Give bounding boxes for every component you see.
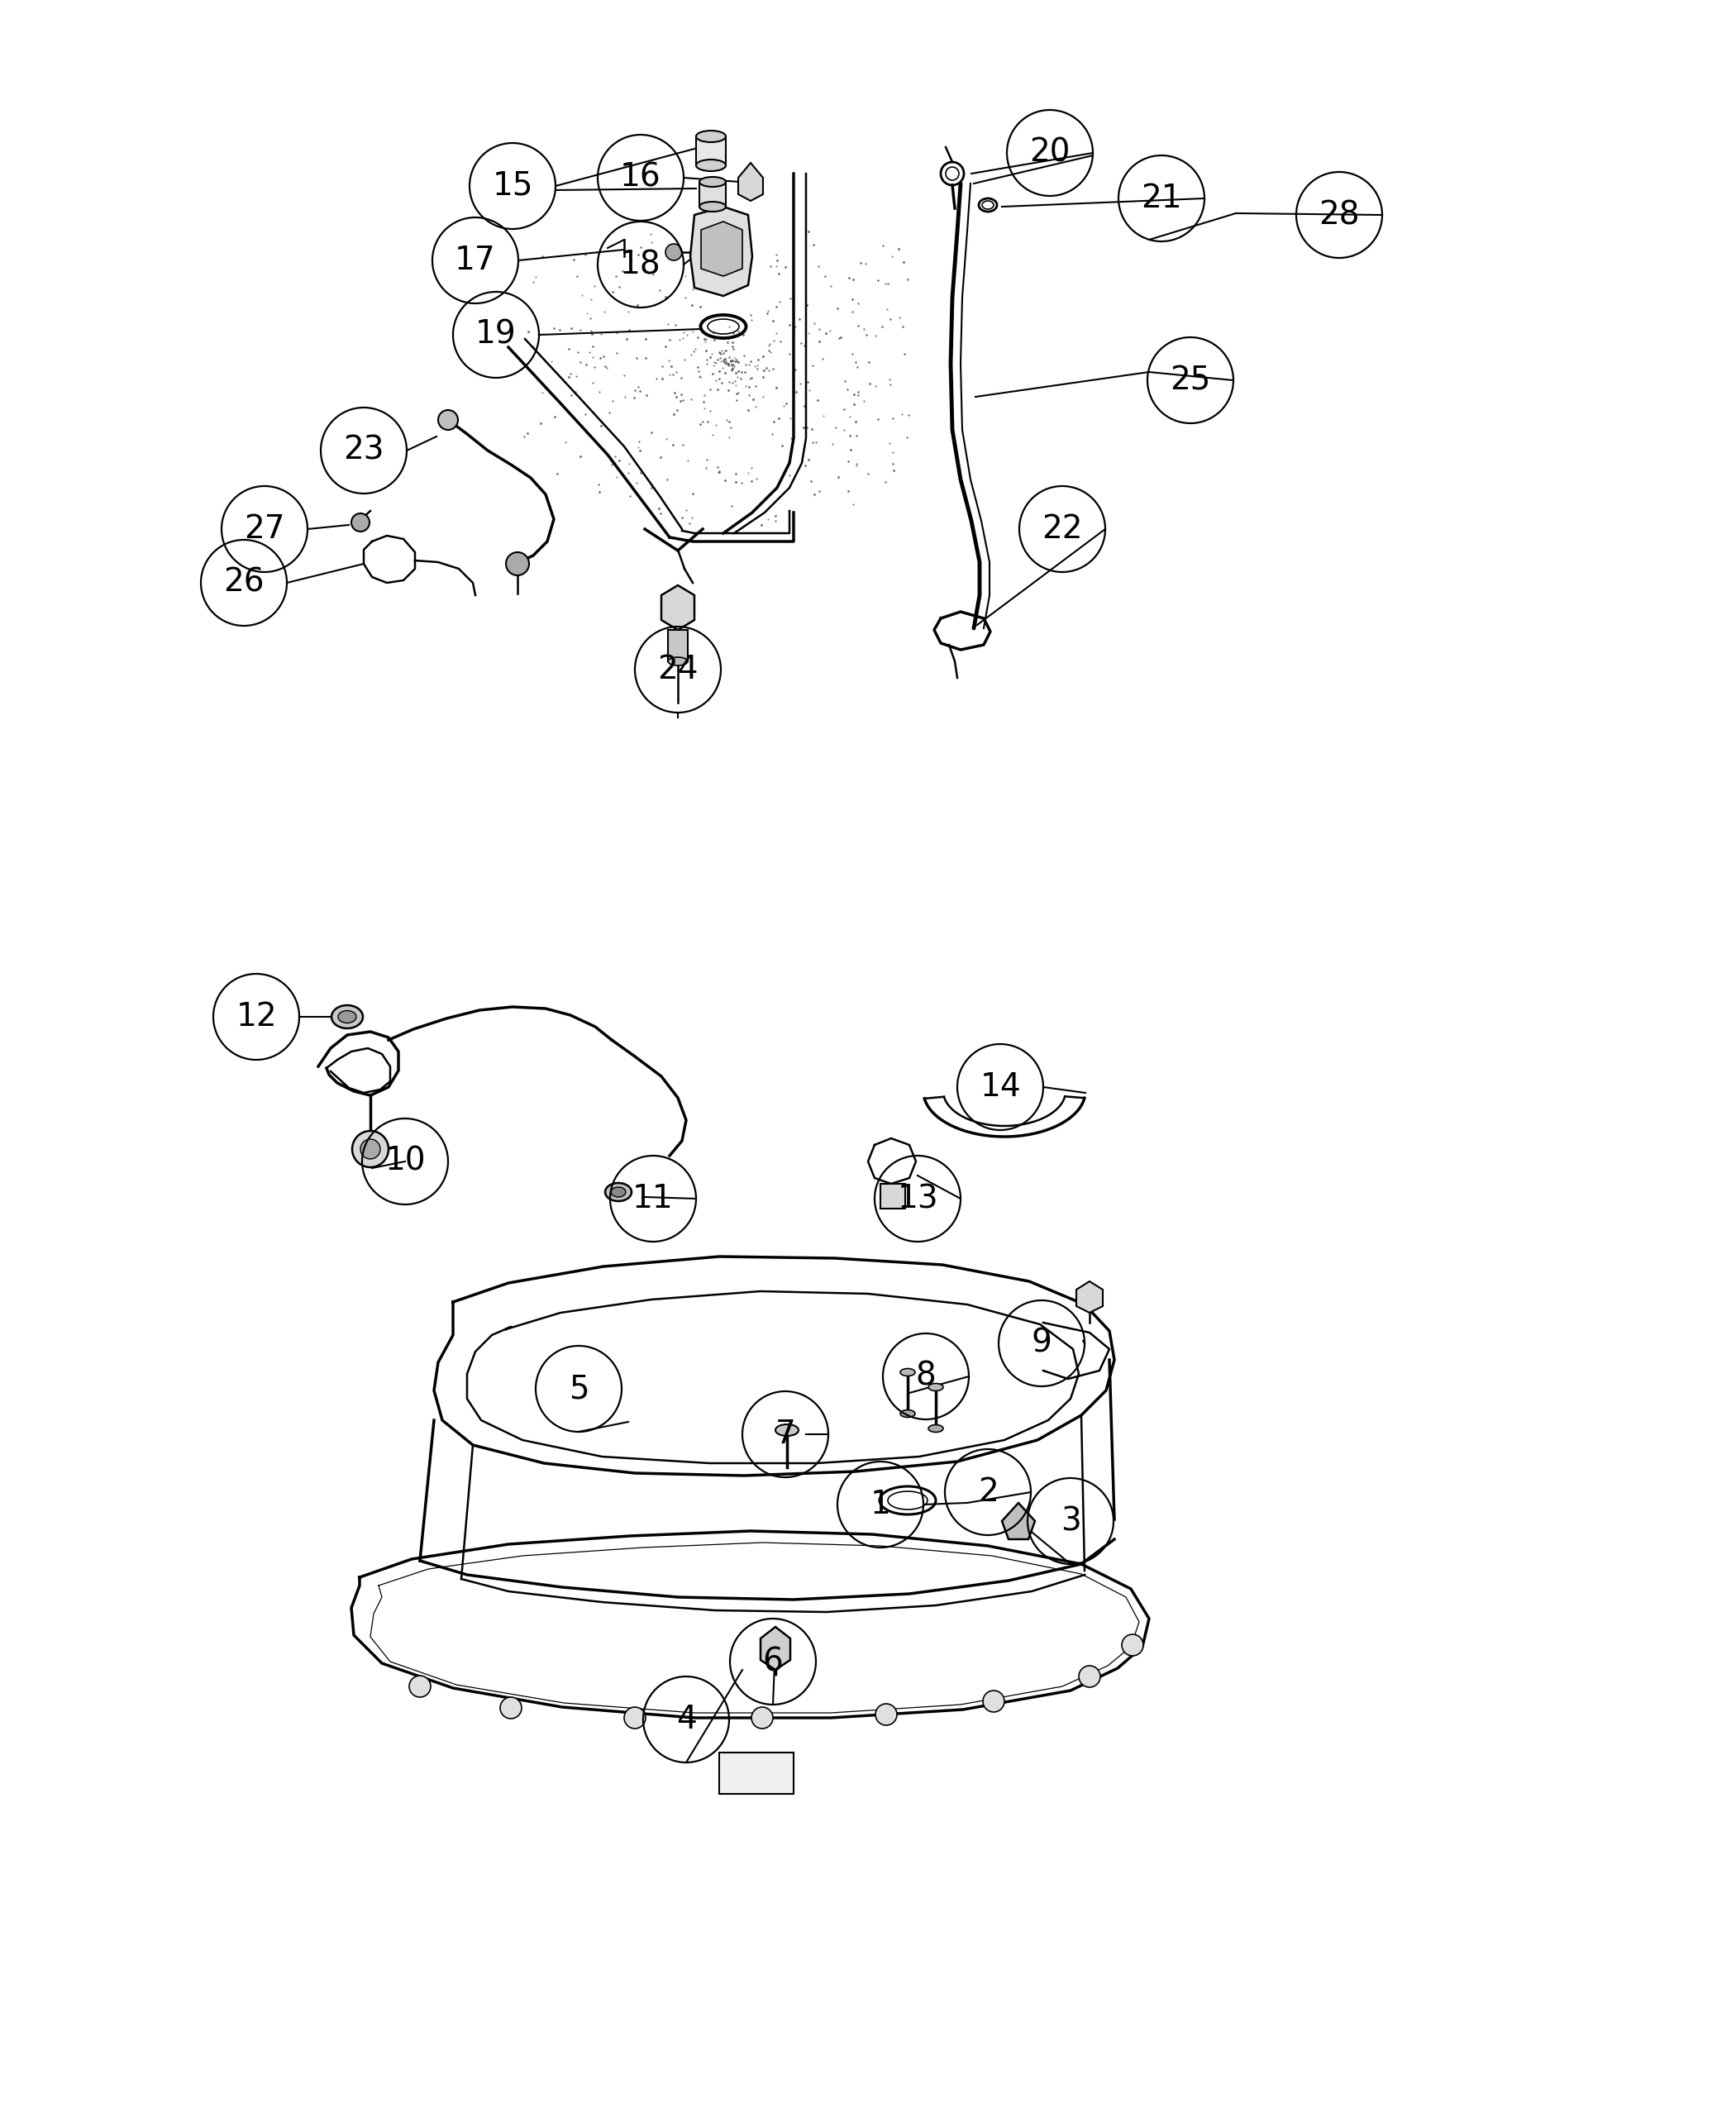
Text: 10: 10 (385, 1147, 425, 1176)
Ellipse shape (696, 131, 726, 141)
Text: 26: 26 (224, 567, 264, 599)
Circle shape (983, 1691, 1005, 1712)
Circle shape (410, 1676, 431, 1697)
Ellipse shape (668, 658, 687, 666)
Ellipse shape (929, 1383, 943, 1391)
Text: 2: 2 (977, 1476, 998, 1507)
Circle shape (361, 1138, 380, 1159)
Circle shape (505, 552, 529, 575)
Text: 17: 17 (455, 245, 496, 276)
Polygon shape (880, 1185, 904, 1208)
Polygon shape (719, 1752, 793, 1794)
Ellipse shape (332, 1006, 363, 1029)
Circle shape (1121, 1634, 1144, 1655)
Text: 19: 19 (476, 318, 517, 350)
Polygon shape (738, 162, 764, 200)
Circle shape (625, 1707, 646, 1729)
Polygon shape (760, 1627, 790, 1670)
Ellipse shape (339, 1010, 356, 1022)
Text: 3: 3 (1061, 1505, 1082, 1537)
Text: 27: 27 (245, 514, 285, 544)
Text: 25: 25 (1170, 365, 1210, 396)
Text: 5: 5 (568, 1372, 589, 1404)
Text: 22: 22 (1042, 514, 1083, 544)
Ellipse shape (901, 1410, 915, 1417)
Text: 13: 13 (898, 1183, 937, 1214)
Ellipse shape (901, 1368, 915, 1377)
Circle shape (665, 245, 682, 261)
Text: 21: 21 (1141, 183, 1182, 215)
Text: 24: 24 (658, 653, 698, 685)
Text: 9: 9 (1031, 1328, 1052, 1360)
Ellipse shape (776, 1425, 799, 1436)
Polygon shape (701, 221, 743, 276)
Text: 7: 7 (774, 1419, 795, 1450)
Polygon shape (691, 207, 752, 295)
Text: 16: 16 (620, 162, 661, 194)
Text: 6: 6 (762, 1646, 783, 1678)
Circle shape (352, 1130, 389, 1168)
Text: 23: 23 (344, 434, 384, 466)
Text: 20: 20 (1029, 137, 1071, 169)
Ellipse shape (611, 1187, 625, 1197)
Ellipse shape (700, 177, 726, 188)
Text: 15: 15 (491, 171, 533, 202)
Text: 12: 12 (236, 1001, 276, 1033)
Text: 14: 14 (979, 1071, 1021, 1102)
Polygon shape (1002, 1503, 1035, 1539)
Ellipse shape (929, 1425, 943, 1431)
Text: 4: 4 (675, 1703, 696, 1735)
Polygon shape (661, 586, 694, 630)
Ellipse shape (696, 160, 726, 171)
Text: 11: 11 (632, 1183, 674, 1214)
Ellipse shape (606, 1183, 632, 1202)
Text: 18: 18 (620, 249, 661, 280)
Polygon shape (1076, 1282, 1102, 1313)
Text: 8: 8 (915, 1360, 936, 1391)
Circle shape (437, 411, 458, 430)
Circle shape (351, 514, 370, 531)
Circle shape (500, 1697, 521, 1718)
Text: 1: 1 (870, 1488, 891, 1520)
Circle shape (1078, 1665, 1101, 1686)
Polygon shape (700, 181, 726, 207)
Polygon shape (696, 137, 726, 164)
Ellipse shape (700, 202, 726, 211)
Polygon shape (668, 630, 687, 662)
Circle shape (875, 1703, 898, 1724)
Text: 28: 28 (1319, 200, 1359, 230)
Circle shape (752, 1707, 773, 1729)
